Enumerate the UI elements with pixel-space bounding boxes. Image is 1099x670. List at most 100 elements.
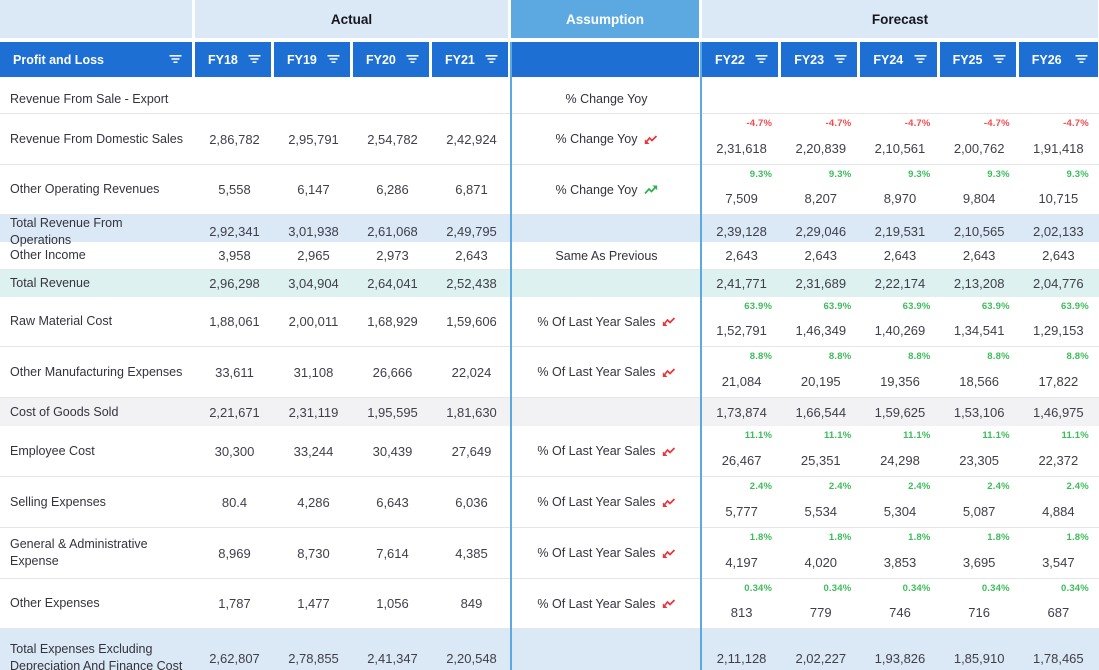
forecast-value-cell[interactable]: 1,78,465 <box>1033 650 1084 666</box>
forecast-value-cell[interactable]: 2,10,565 <box>953 224 1005 240</box>
forecast-value-cell[interactable]: 1,66,544 <box>795 404 847 420</box>
filter-icon[interactable] <box>169 55 182 64</box>
actual-value-cell[interactable]: 31,108 <box>293 364 334 380</box>
actual-value-cell[interactable]: 33,611 <box>215 364 254 380</box>
forecast-value-cell[interactable]: 63.9% 1,34,541 <box>953 301 1010 338</box>
actual-value-cell[interactable]: 3,958 <box>218 248 251 263</box>
actual-value-cell[interactable]: 4,286 <box>297 494 330 510</box>
forecast-value-cell[interactable]: 2,13,208 <box>953 276 1005 291</box>
forecast-value-cell[interactable]: 2,643 <box>883 248 917 263</box>
forecast-value-cell[interactable]: 2,29,046 <box>795 224 847 240</box>
actual-value-cell[interactable]: 30,300 <box>214 443 255 459</box>
forecast-value-cell[interactable]: 2,22,174 <box>874 276 926 291</box>
forecast-value-cell[interactable]: 1,53,106 <box>953 404 1005 420</box>
forecast-value-cell[interactable]: 9.3% 10,715 <box>1038 169 1089 206</box>
actual-value-cell[interactable]: 2,78,855 <box>288 650 339 666</box>
forecast-value-cell[interactable]: 0.34% 746 <box>889 583 931 620</box>
actual-value-cell[interactable]: 6,643 <box>376 494 409 510</box>
forecast-value-cell[interactable]: 2,39,128 <box>716 224 767 240</box>
filter-icon[interactable] <box>834 55 847 64</box>
year-header-fy20[interactable]: FY20 <box>353 42 429 77</box>
forecast-value-cell[interactable]: 1.8% 4,020 <box>804 532 852 570</box>
assumption-cell[interactable]: % Of Last Year Sales <box>511 528 702 578</box>
year-header-fy19[interactable]: FY19 <box>274 42 350 77</box>
assumption-cell[interactable]: Same As Previous <box>555 248 658 263</box>
assumption-cell[interactable] <box>511 398 702 426</box>
assumption-cell[interactable]: % Of Last Year Sales <box>511 426 702 476</box>
forecast-value-cell[interactable]: 2.4% 5,087 <box>962 481 1010 519</box>
actual-value-cell[interactable]: 6,036 <box>455 494 488 510</box>
forecast-value-cell[interactable] <box>1019 85 1098 113</box>
forecast-value-cell[interactable]: 63.9% 1,29,153 <box>1033 301 1089 338</box>
actual-value-cell[interactable]: 26,666 <box>372 364 413 380</box>
actual-value-cell[interactable]: 1,787 <box>218 596 251 611</box>
actual-value-cell[interactable]: 80.4 <box>221 494 248 510</box>
actual-value-cell[interactable]: 2,20,548 <box>446 650 497 666</box>
forecast-value-cell[interactable]: 8.8% 18,566 <box>959 351 1010 389</box>
forecast-value-cell[interactable] <box>781 85 860 113</box>
forecast-value-cell[interactable]: 63.9% 1,40,269 <box>874 301 931 338</box>
forecast-value-cell[interactable]: 1.8% 3,547 <box>1042 532 1089 570</box>
forecast-value-cell[interactable]: 2,19,531 <box>874 224 926 240</box>
actual-value-cell[interactable]: 2,52,438 <box>446 276 497 291</box>
actual-value-cell[interactable]: 2,973 <box>376 248 409 263</box>
forecast-value-cell[interactable]: 2,31,689 <box>795 276 847 291</box>
actual-value-cell[interactable]: 1,68,929 <box>367 314 418 329</box>
forecast-value-cell[interactable]: 2,02,133 <box>1033 224 1084 240</box>
actual-value-cell[interactable]: 3,04,904 <box>288 276 339 291</box>
forecast-value-cell[interactable]: 8.8% 17,822 <box>1038 351 1089 389</box>
forecast-value-cell[interactable]: 1,46,975 <box>1033 404 1084 420</box>
forecast-value-cell[interactable]: 2.4% 5,777 <box>725 481 773 519</box>
assumption-cell[interactable]: % Change Yoy <box>565 92 648 106</box>
forecast-value-cell[interactable]: 11.1% 25,351 <box>800 430 852 468</box>
forecast-value-cell[interactable]: 1,73,874 <box>716 404 767 420</box>
actual-value-cell[interactable]: 2,62,807 <box>209 650 260 666</box>
forecast-value-cell[interactable]: 11.1% 24,298 <box>880 430 931 468</box>
filter-icon[interactable] <box>327 55 340 64</box>
actual-value-cell[interactable]: 7,614 <box>376 545 409 561</box>
actual-value-cell[interactable]: 2,61,068 <box>367 224 418 240</box>
actual-value-cell[interactable]: 30,439 <box>372 443 413 459</box>
actual-value-cell[interactable]: 1,88,061 <box>209 314 260 329</box>
forecast-value-cell[interactable] <box>702 85 781 113</box>
actual-value-cell[interactable]: 849 <box>460 596 483 611</box>
actual-value-cell[interactable] <box>432 85 511 113</box>
year-header-fy23[interactable]: FY23 <box>781 42 858 77</box>
filter-icon[interactable] <box>406 55 419 64</box>
assumption-cell[interactable] <box>511 629 702 670</box>
filter-icon[interactable] <box>1075 55 1088 64</box>
actual-value-cell[interactable]: 2,95,791 <box>288 131 339 147</box>
actual-value-cell[interactable]: 4,385 <box>455 545 488 561</box>
forecast-value-cell[interactable]: 0.34% 716 <box>968 583 1010 620</box>
forecast-value-cell[interactable]: 1.8% 3,853 <box>883 532 931 570</box>
filter-icon[interactable] <box>485 55 498 64</box>
year-header-fy26[interactable]: FY26 <box>1018 42 1098 77</box>
actual-value-cell[interactable]: 2,96,298 <box>209 276 260 291</box>
forecast-value-cell[interactable]: -4.7% 1,91,418 <box>1033 118 1089 156</box>
year-header-fy18[interactable]: FY18 <box>195 42 271 77</box>
actual-value-cell[interactable]: 2,54,782 <box>367 131 418 147</box>
assumption-cell[interactable]: % Of Last Year Sales <box>511 477 702 527</box>
assumption-cell[interactable]: % Of Last Year Sales <box>511 579 702 628</box>
forecast-value-cell[interactable]: 9.3% 9,804 <box>962 169 1010 206</box>
forecast-value-cell[interactable]: 2,04,776 <box>1033 276 1084 291</box>
forecast-value-cell[interactable]: 11.1% 23,305 <box>959 430 1010 468</box>
forecast-value-cell[interactable]: 0.34% 687 <box>1047 583 1089 620</box>
actual-value-cell[interactable]: 2,31,119 <box>288 404 339 420</box>
actual-value-cell[interactable]: 5,558 <box>218 182 251 197</box>
filter-icon[interactable] <box>755 55 768 64</box>
forecast-value-cell[interactable]: -4.7% 2,31,618 <box>716 118 773 156</box>
forecast-value-cell[interactable]: 1,85,910 <box>953 650 1005 666</box>
year-header-fy21[interactable]: FY21 <box>432 42 508 77</box>
forecast-value-cell[interactable]: -4.7% 2,00,762 <box>953 118 1010 156</box>
actual-value-cell[interactable]: 1,477 <box>297 596 330 611</box>
actual-value-cell[interactable]: 33,244 <box>293 443 334 459</box>
actual-value-cell[interactable] <box>274 85 353 113</box>
actual-value-cell[interactable]: 3,01,938 <box>288 224 339 240</box>
actual-value-cell[interactable]: 1,59,606 <box>446 314 497 329</box>
forecast-value-cell[interactable]: 8.8% 19,356 <box>880 351 931 389</box>
actual-value-cell[interactable]: 8,730 <box>297 545 330 561</box>
actual-value-cell[interactable]: 22,024 <box>451 364 492 380</box>
actual-value-cell[interactable]: 2,965 <box>297 248 330 263</box>
forecast-value-cell[interactable]: 63.9% 1,46,349 <box>795 301 852 338</box>
